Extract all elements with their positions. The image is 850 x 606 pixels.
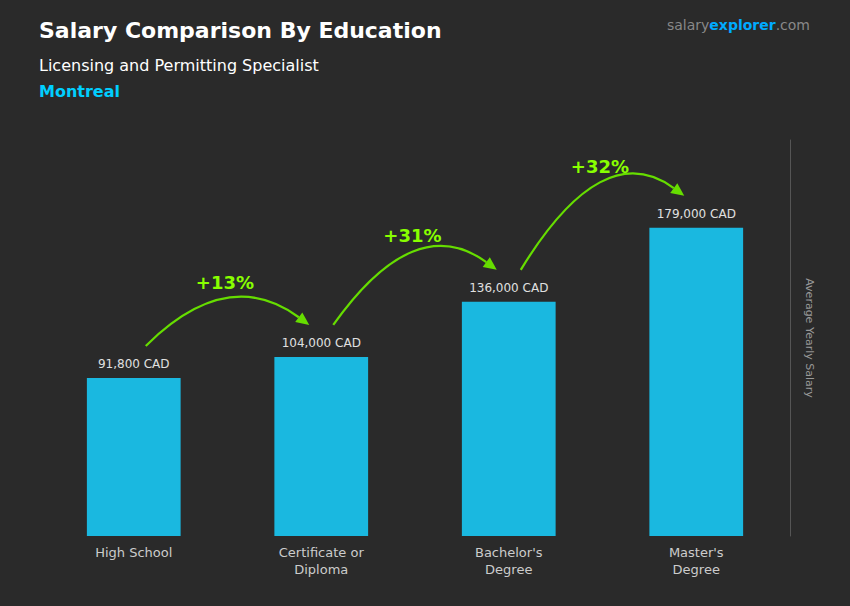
svg-text:Montreal: Montreal [39,82,120,101]
svg-text:136,000 CAD: 136,000 CAD [469,281,548,295]
svg-text:salary: salary [667,17,709,33]
svg-text:Diploma: Diploma [294,562,348,577]
svg-text:Bachelor's: Bachelor's [475,545,543,560]
svg-text:Licensing and Permitting Speci: Licensing and Permitting Specialist [39,56,319,75]
svg-text:Degree: Degree [485,562,532,577]
svg-text:91,800 CAD: 91,800 CAD [98,357,170,371]
svg-text:179,000 CAD: 179,000 CAD [657,207,736,221]
svg-text:.com: .com [776,17,810,33]
svg-text:Certificate or: Certificate or [279,545,365,560]
svg-text:Salary Comparison By Education: Salary Comparison By Education [39,18,442,43]
svg-text:Average Yearly Salary: Average Yearly Salary [803,278,816,398]
svg-text:High School: High School [95,545,172,560]
svg-text:+31%: +31% [383,225,441,246]
svg-text:+13%: +13% [196,272,254,293]
svg-text:+32%: +32% [571,156,629,177]
svg-text:104,000 CAD: 104,000 CAD [282,336,361,350]
svg-text:Master's: Master's [669,545,724,560]
svg-text:Degree: Degree [673,562,720,577]
svg-text:explorer: explorer [709,17,775,33]
